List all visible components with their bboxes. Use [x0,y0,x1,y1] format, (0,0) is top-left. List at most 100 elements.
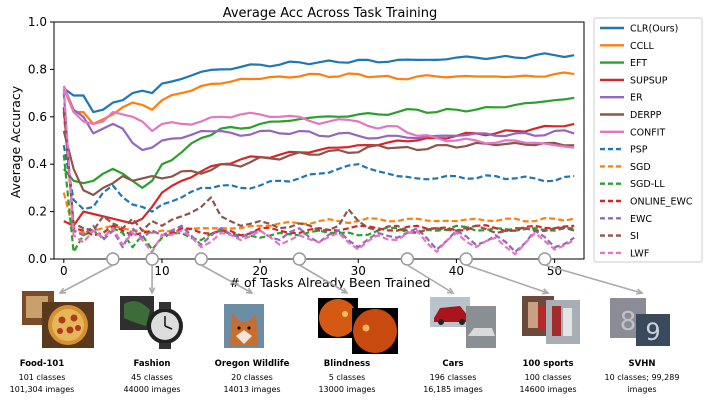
callout-marker [292,252,307,266]
dataset-images: 44000 images [123,385,180,394]
callout-arrowhead [58,287,67,294]
callout-arrowhead [340,287,349,294]
chart-title: Average Acc Across Task Training [223,6,438,21]
dataset-name-food-101: Food-101 [20,359,65,369]
dataset-classes: 10 classes; 99,289 [605,373,680,382]
legend-label-er: ER [630,93,643,104]
fashion-thumbnail [120,296,183,349]
x-tick-label: 10 [154,264,169,278]
legend-box [593,17,703,263]
plot-area: 0.00.20.40.60.81.0 0 10 20 30 40 50 [28,15,585,278]
callout-marker [194,252,208,266]
y-tick-label: 0.4 [28,157,47,171]
dataset-thumbnails: 8 9 [22,291,670,354]
legend-label-ewc: EWC [630,214,652,225]
dataset-name-cars: Cars [442,359,463,369]
callout-marker [145,252,159,266]
series-line-confit [62,85,575,149]
dataset-descriptions: Food-101 101 classes 101,304 images Fashion… [10,359,680,394]
callout-arrowhead [148,287,156,295]
series-line-ccll [62,71,575,125]
dataset-classes: 101 classes [19,373,66,382]
dataset-images: images [627,385,656,394]
dataset-callouts [58,252,644,295]
dataset-name-oregon-wildlife: Oregon Wildlife [215,359,290,369]
y-tick-label: 1.0 [28,15,47,29]
series-layer [62,52,575,256]
y-tick-label: 0.6 [28,110,47,124]
x-ticks: 0 10 20 30 40 50 [60,259,562,278]
dataset-name-fashion: Fashion [134,359,171,369]
dataset-images: 14600 images [519,385,576,394]
legend-label-lwf: LWF [630,248,649,259]
blindness-thumbnail [318,298,398,354]
series-line-er [62,85,575,152]
callout-arrow [465,264,549,294]
y-tick-label: 0.8 [28,62,47,76]
legend-label-supsup: SUPSUP [630,75,668,86]
cars-thumbnail [430,297,496,348]
series-line-eft [62,96,575,189]
food-101-thumbnail [22,291,94,348]
x-tick-label: 0 [60,264,68,278]
dataset-name-svhn: SVHN [629,359,656,369]
svg-text:8: 8 [620,307,637,337]
dataset-images: 13000 images [318,385,375,394]
series-line-online-ewc [62,107,575,237]
dataset-name-100-sports: 100 sports [523,359,574,369]
legend-label-eft: EFT [630,58,647,69]
svg-text:9: 9 [645,318,660,346]
dataset-images: 16,185 images [423,385,483,394]
legend-label-sgd: SGD [630,162,651,173]
series-line-lwf [62,88,575,256]
legend-label-derpp: DERPP [630,110,662,121]
series-line-sgd [62,192,575,234]
x-tick-label: 30 [351,264,366,278]
callout-arrow [544,264,643,294]
callout-arrow [200,264,253,294]
callout-arrow [406,264,454,294]
callout-arrowhead [446,287,455,294]
dataset-classes: 45 classes [131,373,173,382]
series-line-si [62,112,575,234]
y-axis-label: Average Accuracy [8,85,23,198]
dataset-images: 14013 images [223,385,280,394]
callout-arrowhead [541,288,550,295]
x-tick-label: 40 [449,264,464,278]
callout-arrow [59,264,114,294]
callout-marker [459,252,473,266]
legend-label-ccll: CCLL [630,41,655,52]
series-line-psp [62,145,575,213]
legend-label-psp: PSP [630,145,648,156]
dataset-classes: 20 classes [231,373,273,382]
dataset-classes: 196 classes [430,373,477,382]
legend-label-clr-ours: CLR(Ours) [630,24,678,35]
callout-marker [537,252,552,266]
series-line-supsup [63,122,575,227]
legend: CLR(Ours) CCLL EFT SUPSUP ER DERPP CONFIT PSP SG… [593,17,703,263]
x-tick-label: 20 [252,264,267,278]
callout-arrowhead [635,288,644,295]
oregon-wildlife-thumbnail [224,304,264,348]
y-tick-label: 0.2 [28,205,47,219]
legend-label-sgd-ll: SGD-LL [630,179,665,190]
y-ticks: 0.0 0.2 0.4 0.6 0.8 1.0 [28,15,54,266]
series-line-sgd-ll [62,154,575,253]
legend-label-si: SI [630,231,639,242]
dataset-classes: 100 classes [525,373,572,382]
y-tick-label: 0.0 [28,252,47,266]
100-sports-thumbnail [522,296,580,344]
dataset-images: 101,304 images [10,385,75,394]
callout-arrow [298,264,348,294]
legend-label-online-ewc: ONLINE_EWC [630,197,693,208]
dataset-name-blindness: Blindness [324,359,370,369]
dataset-classes: 5 classes [329,373,366,382]
series-line-ewc [62,93,575,253]
callout-marker [400,252,415,266]
callout-arrowhead [245,287,254,294]
legend-label-confit: CONFIT [630,127,665,138]
plot-frame [53,21,585,260]
svhn-thumbnail: 8 9 [610,298,670,346]
callout-marker [106,252,120,266]
